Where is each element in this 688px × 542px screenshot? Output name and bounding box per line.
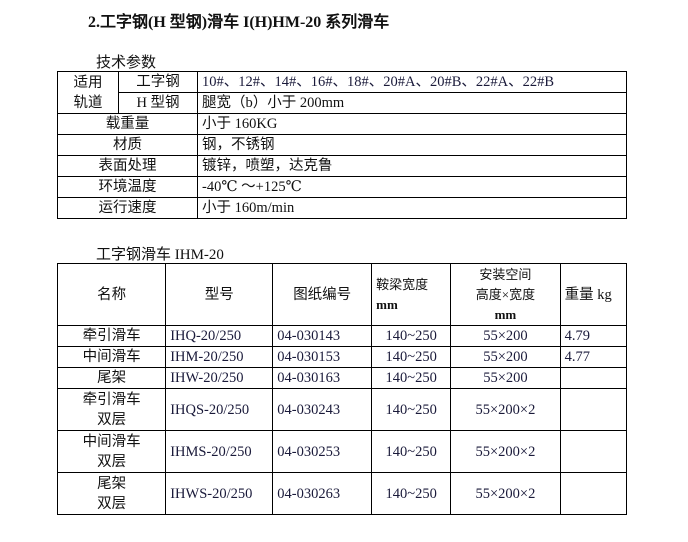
cell-space: 55×200×2	[450, 430, 561, 473]
cell-drawing: 04-030253	[272, 430, 373, 473]
spec-label: 材质	[57, 134, 198, 156]
cell-width: 140~250	[371, 388, 452, 431]
spec-value: 小于 160KG	[197, 113, 627, 135]
header-drawing: 图纸编号	[272, 263, 373, 326]
table-row: 尾架 双层 IHWS-20/250 04-030263 140~250 55×20…	[56, 472, 628, 515]
spec-value: 镀锌，喷塑，达克鲁	[197, 155, 627, 177]
header-name: 名称	[56, 263, 167, 326]
header-weight: 重量 kg	[559, 263, 628, 326]
cell-space: 55×200×2	[450, 388, 561, 431]
cell-weight	[559, 367, 628, 389]
cell-model: IHWS-20/250	[165, 472, 274, 515]
cell-width: 140~250	[371, 346, 452, 368]
cell-name: 牵引滑车	[56, 325, 167, 347]
cell-width: 140~250	[371, 325, 452, 347]
header-space: 安装空间 高度×宽度 mm	[450, 263, 561, 326]
table-row: 运行速度 小于 160m/min	[57, 197, 627, 219]
table-row: 牵引滑车 双层 IHQS-20/250 04-030243 140~250 55×…	[56, 388, 628, 431]
cell-drawing: 04-030153	[272, 346, 373, 368]
spec-value: 小于 160m/min	[197, 197, 627, 219]
models-table: 名称 型号 图纸编号 鞍梁宽度 mm 安装空间 高度×宽度 mm 重量 kg 牵引滑车…	[56, 263, 628, 515]
spec-label: 表面处理	[57, 155, 198, 177]
hbeam-value: 腿宽（b）小于 200mm	[197, 92, 627, 114]
cell-weight: 4.79	[559, 325, 628, 347]
spec-table: 适用 轨道 工字钢 10#、12#、14#、16#、18#、20#A、20#B、2…	[57, 71, 627, 219]
table-row: 载重量 小于 160KG	[57, 113, 627, 135]
cell-space: 55×200×2	[450, 472, 561, 515]
cell-weight	[559, 472, 628, 515]
cell-model: IHMS-20/250	[165, 430, 274, 473]
cell-name: 中间滑车 双层	[56, 430, 167, 473]
table-header: 名称 型号 图纸编号 鞍梁宽度 mm 安装空间 高度×宽度 mm 重量 kg	[56, 263, 628, 326]
cell-drawing: 04-030163	[272, 367, 373, 389]
ibeam-value: 10#、12#、14#、16#、18#、20#A、20#B、22#A、22#B	[197, 71, 627, 93]
cell-model: IHQS-20/250	[165, 388, 274, 431]
section-title: 2.工字钢(H 型钢)滑车 I(H)HM-20 系列滑车	[88, 14, 390, 31]
table-row: 尾架 IHW-20/250 04-030163 140~250 55×200	[56, 367, 628, 389]
cell-name: 牵引滑车 双层	[56, 388, 167, 431]
table-row: 表面处理 镀锌，喷塑，达克鲁	[57, 155, 627, 177]
cell-name: 尾架	[56, 367, 167, 389]
models-caption: 工字钢滑车 IHM-20	[96, 247, 224, 263]
cell-model: IHQ-20/250	[165, 325, 274, 347]
table-row: 适用 轨道 工字钢 10#、12#、14#、16#、18#、20#A、20#B、2…	[57, 71, 627, 114]
cell-width: 140~250	[371, 430, 452, 473]
spec-value: 钢，不锈钢	[197, 134, 627, 156]
table-row: H 型钢 腿宽（b）小于 200mm	[58, 92, 627, 114]
cell-drawing: 04-030263	[272, 472, 373, 515]
cell-space: 55×200	[450, 346, 561, 368]
track-label: 适用 轨道	[57, 71, 119, 114]
table-row: 材质 钢，不锈钢	[57, 134, 627, 156]
cell-name: 中间滑车	[56, 346, 167, 368]
cell-name: 尾架 双层	[56, 472, 167, 515]
table-row: 中间滑车 双层 IHMS-20/250 04-030253 140~250 55×…	[56, 430, 628, 473]
spec-value: -40℃ ～+125℃	[197, 176, 627, 198]
cell-model: IHM-20/250	[165, 346, 274, 368]
ibeam-label: 工字钢	[118, 71, 198, 93]
cell-model: IHW-20/250	[165, 367, 274, 389]
cell-width: 140~250	[371, 367, 452, 389]
cell-weight	[559, 430, 628, 473]
cell-width: 140~250	[371, 472, 452, 515]
table-row: 牵引滑车 IHQ-20/250 04-030143 140~250 55×200…	[56, 325, 628, 347]
spec-label: 载重量	[57, 113, 198, 135]
cell-space: 55×200	[450, 325, 561, 347]
cell-space: 55×200	[450, 367, 561, 389]
header-model: 型号	[165, 263, 274, 326]
table-row: 环境温度 -40℃ ～+125℃	[57, 176, 627, 198]
hbeam-label: H 型钢	[118, 92, 198, 114]
cell-weight: 4.77	[559, 346, 628, 368]
table-row: 中间滑车 IHM-20/250 04-030153 140~250 55×200…	[56, 346, 628, 368]
cell-drawing: 04-030143	[272, 325, 373, 347]
spec-label: 环境温度	[57, 176, 198, 198]
cell-drawing: 04-030243	[272, 388, 373, 431]
spec-label: 运行速度	[57, 197, 198, 219]
header-width: 鞍梁宽度 mm	[371, 263, 452, 326]
spec-caption: 技术参数	[96, 55, 157, 71]
cell-weight	[559, 388, 628, 431]
